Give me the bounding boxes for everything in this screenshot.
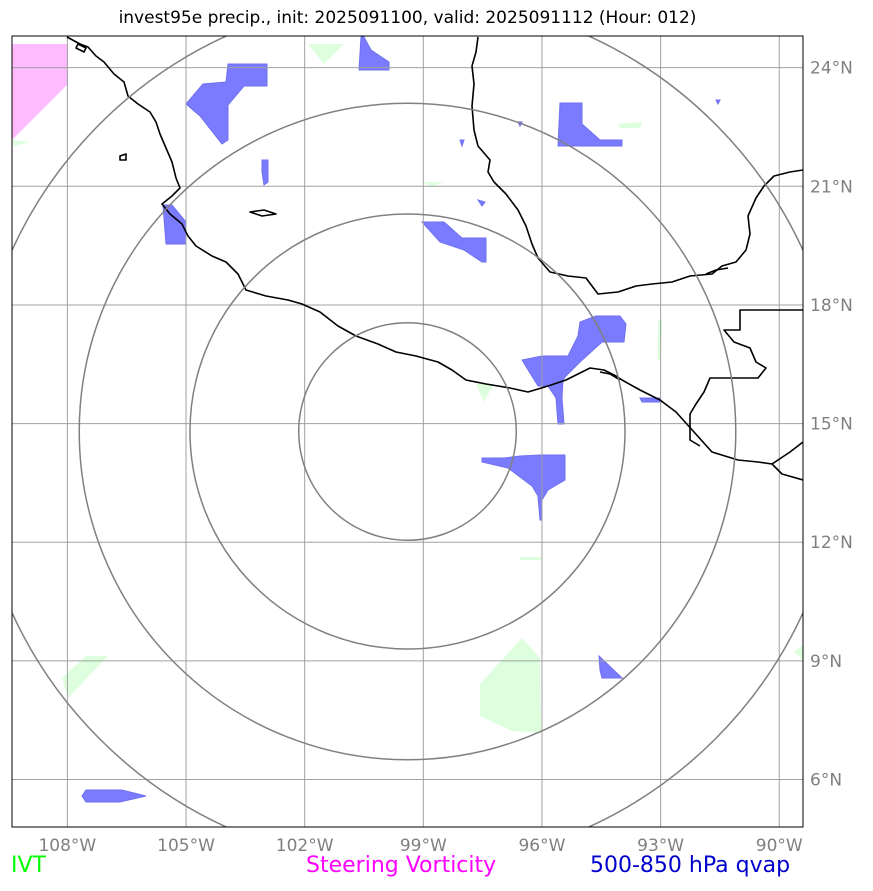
latitude-tick-labels: 24°N 21°N 18°N 15°N 12°N 9°N 6°N bbox=[810, 59, 853, 791]
range-ring-1 bbox=[297, 321, 518, 542]
ivt-patch-10 bbox=[794, 645, 803, 660]
lon-tick-label: 99°W bbox=[400, 836, 447, 856]
island-1 bbox=[249, 209, 277, 217]
map-background bbox=[12, 36, 803, 827]
legend-qvap: 500-850 hPa qvap bbox=[590, 853, 791, 878]
lat-tick-label: 9°N bbox=[810, 652, 842, 672]
qvap-patch-9 bbox=[598, 654, 624, 679]
legend-ivt: IVT bbox=[11, 853, 46, 878]
lon-tick-label: 108°W bbox=[38, 836, 96, 856]
qvap-patch-13 bbox=[459, 139, 465, 148]
tabasco-lagoon bbox=[599, 371, 621, 381]
lon-tick-label: 102°W bbox=[276, 836, 334, 856]
lon-tick-label: 96°W bbox=[518, 836, 565, 856]
coastline-gulf-mexico bbox=[471, 36, 803, 295]
ivt-patch-7 bbox=[12, 140, 30, 146]
lat-tick-label: 6°N bbox=[810, 771, 842, 791]
legend-steering-vorticity: Steering Vorticity bbox=[306, 853, 497, 878]
qvap-field bbox=[81, 36, 721, 803]
map-title: invest95e precip., init: 2025091100, val… bbox=[118, 8, 697, 28]
baja-island-outline bbox=[119, 153, 127, 161]
ivt-patch-8 bbox=[520, 557, 542, 560]
ivt-patch-2 bbox=[480, 638, 541, 733]
gridlines bbox=[12, 36, 803, 827]
coastlines bbox=[66, 36, 803, 481]
lat-tick-label: 24°N bbox=[810, 59, 853, 79]
range-ring-3 bbox=[78, 102, 737, 761]
lat-tick-label: 15°N bbox=[810, 415, 853, 435]
range-ring-2 bbox=[189, 213, 626, 650]
qvap-patch-2 bbox=[358, 36, 390, 71]
lon-tick-label: 105°W bbox=[157, 836, 215, 856]
qvap-patch-1 bbox=[185, 63, 268, 145]
map-frame bbox=[11, 35, 804, 828]
range-rings bbox=[12, 36, 803, 827]
ivt-patch-4 bbox=[476, 384, 494, 402]
qvap-patch-15 bbox=[715, 99, 721, 106]
lagoon-yucatan bbox=[705, 267, 729, 275]
ivt-patch-6 bbox=[618, 122, 642, 128]
qvap-patch-10 bbox=[81, 789, 147, 803]
qvap-patch-12 bbox=[476, 199, 486, 207]
qvap-patch-5 bbox=[420, 221, 487, 263]
ivt-field bbox=[12, 44, 803, 733]
coastline-pacific-mexico bbox=[66, 36, 803, 481]
lon-tick-label: 90°W bbox=[756, 836, 803, 856]
ivt-patch-3 bbox=[62, 656, 108, 698]
lat-tick-label: 12°N bbox=[810, 533, 853, 553]
qvap-patch-4 bbox=[261, 159, 269, 186]
lat-tick-label: 18°N bbox=[810, 296, 853, 316]
coastline-gulf-fonseca bbox=[771, 441, 803, 465]
lat-tick-label: 21°N bbox=[810, 177, 853, 197]
ivt-patch-1 bbox=[308, 44, 344, 64]
lake-detail bbox=[75, 43, 87, 53]
border-guatemala-belize bbox=[689, 309, 803, 447]
ivt-patch-9 bbox=[422, 182, 444, 186]
lon-tick-label: 93°W bbox=[637, 836, 684, 856]
longitude-tick-labels: 108°W 105°W 102°W 99°W 96°W 93°W 90°W bbox=[38, 836, 802, 856]
